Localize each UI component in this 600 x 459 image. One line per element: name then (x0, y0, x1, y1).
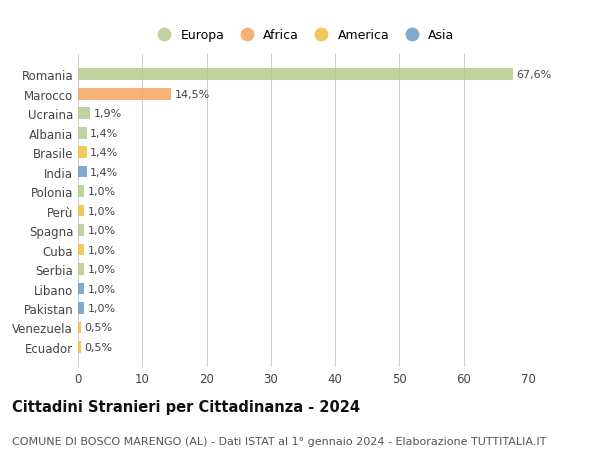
Text: 1,0%: 1,0% (88, 264, 116, 274)
Bar (78, 263, 85, 275)
Bar (78, 167, 87, 178)
Text: 1,0%: 1,0% (88, 225, 116, 235)
Text: 0,5%: 0,5% (85, 323, 113, 333)
Text: 1,4%: 1,4% (90, 148, 118, 158)
Text: 1,0%: 1,0% (88, 303, 116, 313)
Text: 1,0%: 1,0% (88, 187, 116, 197)
Bar (78, 283, 85, 295)
Text: Cittadini Stranieri per Cittadinanza - 2024: Cittadini Stranieri per Cittadinanza - 2… (12, 399, 360, 414)
Bar (78, 244, 85, 256)
Bar (78, 108, 90, 120)
Bar (78, 128, 87, 139)
Legend: Europa, Africa, America, Asia: Europa, Africa, America, Asia (146, 24, 460, 47)
Text: 1,0%: 1,0% (88, 284, 116, 294)
Text: 1,0%: 1,0% (88, 206, 116, 216)
Bar (78, 69, 512, 81)
Text: COMUNE DI BOSCO MARENGO (AL) - Dati ISTAT al 1° gennaio 2024 - Elaborazione TUTT: COMUNE DI BOSCO MARENGO (AL) - Dati ISTA… (12, 436, 547, 446)
Text: 14,5%: 14,5% (175, 90, 209, 100)
Bar (78, 341, 81, 353)
Text: 1,0%: 1,0% (88, 245, 116, 255)
Bar (78, 186, 85, 197)
Bar (78, 89, 171, 101)
Text: 67,6%: 67,6% (516, 70, 551, 80)
Bar (78, 147, 87, 159)
Bar (78, 225, 85, 236)
Text: 1,9%: 1,9% (94, 109, 122, 119)
Text: 1,4%: 1,4% (90, 167, 118, 177)
Text: 1,4%: 1,4% (90, 129, 118, 139)
Bar (78, 302, 85, 314)
Text: 0,5%: 0,5% (85, 342, 113, 352)
Bar (78, 322, 81, 334)
Bar (78, 205, 85, 217)
